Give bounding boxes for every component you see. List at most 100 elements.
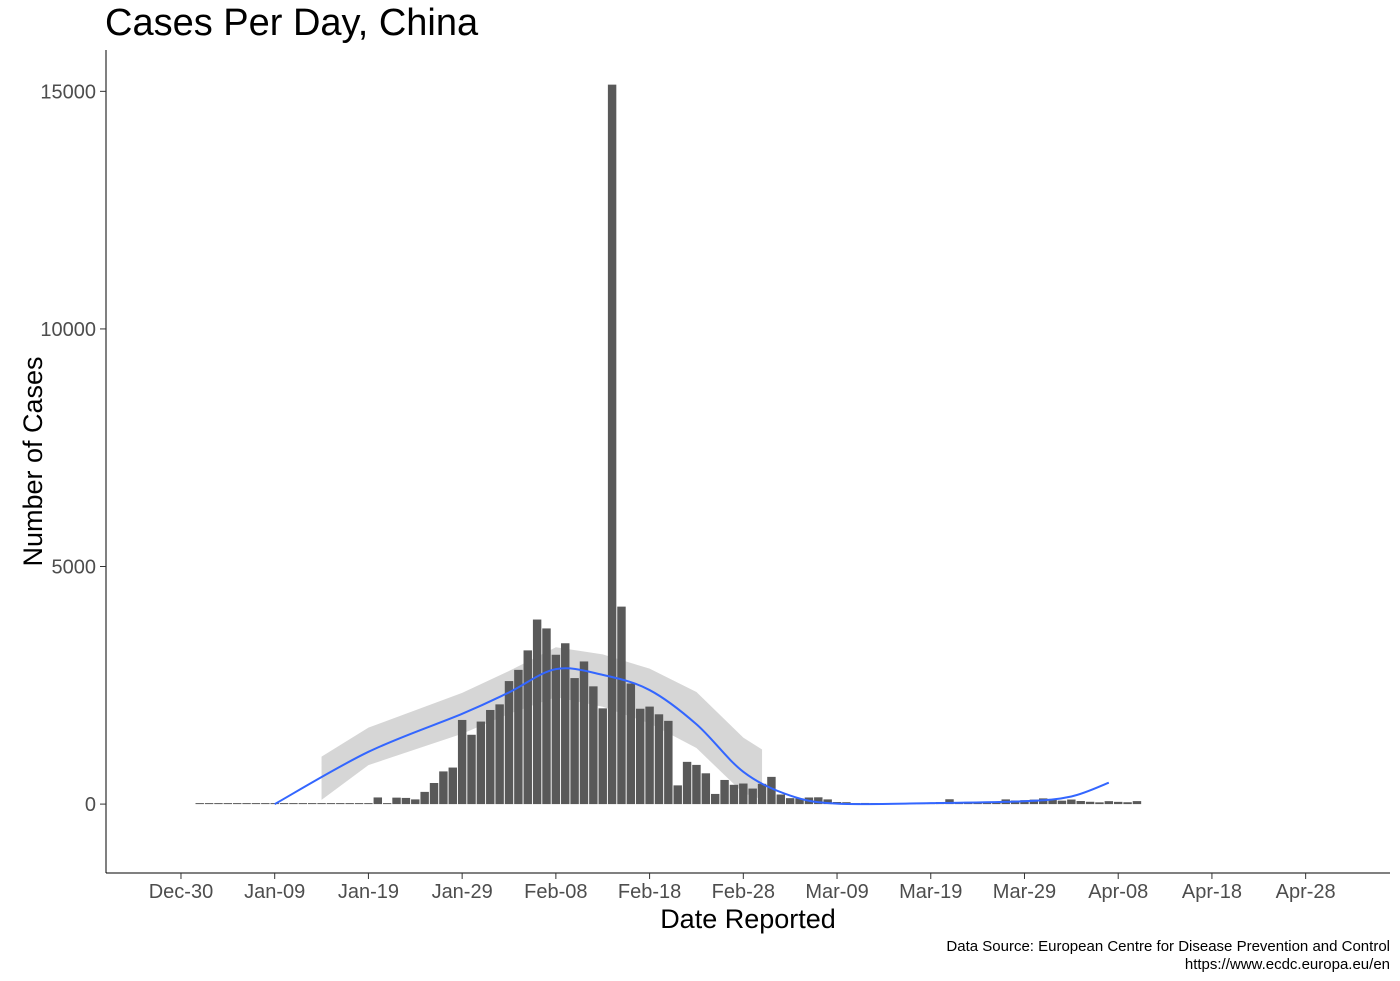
bar [710,793,720,805]
bar [598,708,607,805]
bar [420,791,429,805]
bar [1085,801,1095,805]
bar [345,803,354,805]
x-tick-label: Mar-09 [805,881,868,903]
bar [401,797,411,805]
bar [607,84,617,805]
bar [439,771,448,805]
bar [729,784,739,805]
x-tick-label: Mar-29 [993,881,1056,903]
caption-line-url: https://www.ecdc.europa.eu/en [1184,956,1390,973]
bar [1095,802,1104,805]
bar [251,803,261,805]
y-axis-title: Number of Cases [18,356,48,566]
bar [757,783,767,805]
bar [748,788,757,805]
bar [307,803,317,805]
bar [692,764,701,805]
smooth-line-layer [274,667,1110,806]
bar [514,669,523,805]
bar [579,661,589,805]
bar [242,803,251,805]
bar [364,803,373,805]
caption-line-source: Data Source: European Centre for Disease… [946,938,1390,955]
bar [542,628,551,805]
bar [1039,798,1048,805]
bars-layer [195,84,1142,805]
bar [1067,799,1076,805]
bar [1113,801,1123,805]
bar [298,803,308,805]
confidence-band [321,647,763,800]
bar [336,803,345,805]
bar [223,803,233,805]
bar [785,798,795,805]
bar [467,734,476,805]
bar [1057,800,1067,805]
y-tick-label: 15000 [40,81,96,103]
bar [504,681,514,805]
x-tick-label: Apr-08 [1088,881,1148,903]
chart-title: Cases Per Day, China [105,2,479,44]
x-tick-label: Feb-18 [618,881,681,903]
y-tick-label: 0 [85,794,96,816]
x-tick-label: Jan-29 [432,881,493,903]
bar [1123,802,1132,805]
bar [1132,801,1142,805]
bar [1048,799,1057,805]
bar [289,803,298,805]
x-tick-label: Apr-18 [1182,881,1242,903]
bar [561,643,570,805]
bar [232,803,242,805]
confidence-band-layer [321,647,763,800]
bar [795,798,804,805]
bar [570,678,579,805]
bar [739,783,748,805]
bar [354,803,364,805]
y-tick-label: 10000 [40,319,96,341]
bar [382,803,392,805]
bar [823,799,832,805]
bar [326,803,336,805]
bar [645,706,654,805]
bar [261,803,270,805]
bar [495,704,504,805]
bar [279,803,289,805]
bar [373,797,383,805]
bar [664,720,673,805]
smooth-fit-line [274,667,1110,806]
x-axis-ticks: Dec-30 Jan-09 Jan-19 Jan-29 Feb-08 Feb-18 Feb-… [149,873,1336,903]
bar [617,606,626,805]
data-source-caption: Data Source: European Centre for Disease… [946,938,1390,974]
bar [701,773,711,805]
x-tick-label: Dec-30 [149,881,213,903]
bar [673,785,682,805]
bar [1104,801,1114,805]
x-tick-label: Jan-09 [244,881,305,903]
y-axis-ticks: 0 5000 10000 15000 [40,81,106,816]
x-tick-label: Feb-28 [712,881,775,903]
bar [214,803,223,805]
bar [392,797,401,805]
x-tick-label: Jan-19 [338,881,399,903]
bar [1029,799,1039,805]
bar [195,803,204,805]
bar [429,783,439,805]
x-tick-label: Apr-28 [1276,881,1336,903]
bar [654,714,664,805]
bar [776,794,786,805]
bar [767,776,776,805]
x-axis-title: Date Reported [660,904,836,934]
bar [523,650,532,805]
bar [411,799,420,805]
x-tick-label: Feb-08 [524,881,587,903]
bar [720,779,729,805]
bar [486,709,495,805]
bar [317,803,326,805]
bar [589,686,598,805]
bar [636,708,645,805]
bar [476,721,486,805]
bar [682,761,692,805]
bar [626,683,636,805]
